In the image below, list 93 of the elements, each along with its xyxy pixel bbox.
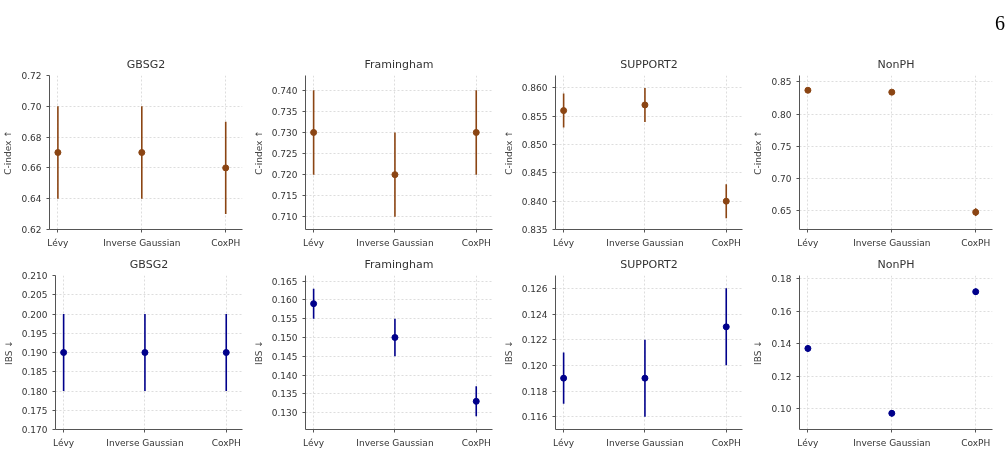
y-tick-label: 0.175 [21, 405, 48, 416]
y-tick-label: 0.75 [771, 141, 792, 152]
x-tick-label: Inverse Gaussian [606, 237, 684, 248]
y-tick-label: 0.124 [521, 309, 548, 320]
x-tick-label: Inverse Gaussian [106, 437, 184, 448]
y-tick-label: 0.12 [771, 371, 792, 382]
y-tick-label: 0.170 [21, 425, 48, 435]
x-tick-label: Lévy [553, 437, 575, 448]
x-tick-label: CoxPH [961, 437, 991, 448]
x-tick-label: CoxPH [711, 437, 741, 448]
y-tick-label: 0.730 [271, 127, 298, 138]
y-tick-label: 0.200 [21, 309, 48, 320]
y-axis-title: C-index ↑ [253, 130, 264, 175]
y-tick-label: 0.160 [271, 295, 298, 306]
chart-title: Framingham [364, 57, 434, 71]
y-axis-title: C-index ↑ [503, 130, 514, 175]
x-tick-label: CoxPH [461, 437, 491, 448]
x-tick-label: Lévy [47, 237, 70, 248]
text: 6 [995, 11, 1005, 36]
chart-title: Framingham [364, 257, 434, 271]
y-tick-label: 0.66 [21, 163, 42, 174]
y-tick-label: 0.122 [521, 335, 548, 346]
y-tick-label: 0.72 [21, 71, 42, 81]
x-tick-label: Inverse Gaussian [606, 437, 684, 448]
y-tick-label: 0.85 [771, 77, 792, 88]
y-tick-label: 0.64 [21, 194, 42, 205]
x-tick-label: Lévy [797, 237, 820, 248]
y-tick-label: 0.840 [521, 196, 548, 207]
chart-title: GBSG2 [129, 257, 169, 271]
x-tick-label: Inverse Gaussian [853, 237, 931, 248]
y-tick-label: 0.135 [271, 389, 298, 400]
chart-title: NonPH [877, 257, 915, 271]
y-tick-label: 0.155 [271, 314, 298, 325]
y-tick-label: 0.10 [771, 403, 792, 414]
y-tick-label: 0.205 [21, 290, 48, 301]
y-axis-title: IBS ↓ [3, 340, 14, 365]
y-tick-label: 0.710 [271, 212, 298, 223]
x-tick-label: CoxPH [961, 237, 991, 248]
y-axis-title: IBS ↓ [753, 340, 764, 365]
y-tick-label: 0.118 [521, 386, 548, 397]
y-tick-label: 0.62 [21, 225, 42, 235]
y-tick-label: 0.735 [271, 106, 298, 117]
x-tick-label: Lévy [553, 237, 575, 248]
y-tick-label: 0.740 [271, 85, 298, 96]
y-tick-label: 0.210 [21, 271, 48, 281]
chart-title: SUPPORT2 [620, 257, 678, 271]
y-tick-label: 0.68 [21, 132, 42, 143]
x-tick-label: Lévy [303, 437, 325, 448]
y-tick-label: 0.845 [521, 168, 548, 179]
chart-title: SUPPORT2 [620, 57, 678, 71]
y-tick-label: 0.145 [271, 351, 298, 362]
y-axis-title: C-index ↑ [753, 130, 764, 175]
chart-title: NonPH [877, 57, 915, 71]
y-axis-title: C-index ↑ [3, 130, 14, 175]
y-tick-label: 0.18 [771, 274, 792, 285]
y-tick-label: 0.126 [521, 283, 548, 294]
chart-title: GBSG2 [126, 57, 166, 71]
y-tick-label: 0.855 [521, 111, 548, 122]
x-tick-label: Inverse Gaussian [356, 237, 434, 248]
y-tick-label: 0.140 [271, 370, 298, 381]
x-tick-label: Inverse Gaussian [356, 437, 434, 448]
y-tick-label: 0.14 [771, 339, 792, 350]
x-tick-label: Lévy [797, 437, 820, 448]
y-tick-label: 0.185 [21, 367, 48, 378]
y-tick-label: 0.120 [521, 360, 548, 371]
y-tick-label: 0.195 [21, 328, 48, 339]
y-tick-label: 0.80 [771, 109, 792, 120]
y-tick-label: 0.70 [21, 101, 42, 112]
y-tick-label: 0.65 [771, 205, 792, 216]
y-tick-label: 0.850 [521, 140, 548, 151]
y-tick-label: 0.165 [271, 276, 298, 287]
y-tick-label: 0.835 [521, 225, 548, 235]
x-tick-label: CoxPH [211, 437, 241, 448]
y-tick-label: 0.860 [521, 83, 548, 94]
y-tick-label: 0.180 [21, 386, 48, 397]
y-tick-label: 0.725 [271, 149, 298, 160]
y-axis-title: IBS ↓ [253, 340, 264, 365]
x-tick-label: Inverse Gaussian [103, 237, 181, 248]
y-tick-label: 0.150 [271, 332, 298, 343]
x-tick-label: CoxPH [711, 237, 741, 248]
x-tick-label: Inverse Gaussian [853, 437, 931, 448]
y-axis-title: IBS ↓ [503, 340, 514, 365]
x-tick-label: CoxPH [461, 237, 491, 248]
x-tick-label: CoxPH [211, 237, 241, 248]
x-tick-label: Lévy [53, 437, 75, 448]
y-tick-label: 0.190 [21, 348, 48, 358]
y-tick-label: 0.715 [271, 191, 298, 202]
x-tick-label: Lévy [303, 237, 325, 248]
y-tick-label: 0.130 [271, 408, 298, 419]
y-tick-label: 0.70 [771, 173, 792, 184]
y-tick-label: 0.116 [521, 412, 548, 423]
y-tick-label: 0.16 [771, 306, 792, 317]
y-tick-label: 0.720 [271, 170, 298, 181]
